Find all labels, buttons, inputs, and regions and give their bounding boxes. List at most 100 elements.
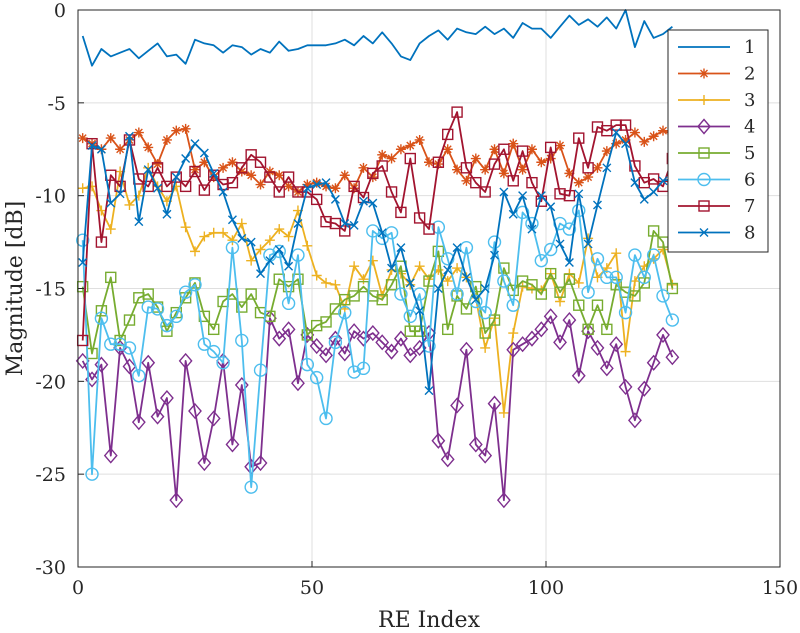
series-8-point: [452, 243, 462, 253]
legend-label-4: 4: [744, 117, 755, 138]
series-4-point: [253, 454, 268, 472]
series-4-point: [403, 347, 418, 364]
series-2-point: [555, 140, 566, 151]
series-6-point: [150, 302, 165, 316]
legend-item-5: 5: [678, 143, 755, 164]
series-8-point: [199, 148, 209, 158]
series-7-point: [423, 223, 435, 235]
series-4-point: [646, 354, 661, 371]
series-5-point: [601, 323, 613, 336]
series-6-point: [628, 248, 642, 262]
series-6-point: [478, 305, 492, 320]
series-2-point: [161, 134, 172, 145]
series-7-point: [385, 186, 398, 198]
series-4-point: [178, 352, 193, 369]
series-2-point: [218, 162, 229, 173]
series-2-point: [508, 138, 519, 149]
series-2-point: [143, 142, 154, 153]
series-5-point: [442, 323, 454, 336]
series-6-point: [543, 242, 558, 257]
series-7-point: [198, 184, 211, 196]
series-6-point: [235, 333, 249, 348]
series-7-point: [582, 162, 594, 174]
series-6-point: [338, 305, 352, 320]
series-4-point: [169, 492, 184, 509]
series-2-point: [367, 172, 378, 183]
series-2-point: [246, 170, 257, 181]
series-8-point: [546, 202, 556, 212]
series-6-point: [646, 248, 661, 262]
series-3-point: [180, 222, 191, 233]
series-8-point: [433, 284, 443, 293]
series-2-point: [152, 159, 163, 170]
series-4-point: [627, 412, 642, 429]
series-8-point: [246, 237, 256, 247]
series-6-point: [281, 296, 296, 311]
series-7-point: [367, 167, 379, 180]
series-7-point: [189, 165, 201, 178]
series-6-point: [469, 294, 483, 309]
series-5-point: [479, 327, 491, 339]
series-2-point: [405, 140, 416, 151]
series-8-point: [96, 144, 106, 154]
series-3-point: [555, 296, 566, 307]
series-3-point: [264, 235, 275, 246]
series-8-point: [78, 258, 88, 268]
series-4-line: [81, 315, 674, 502]
series-8-point: [181, 154, 191, 164]
series-8-point: [518, 191, 528, 201]
series-3-point: [498, 407, 509, 418]
series-3-point: [349, 261, 360, 272]
series-7-point: [544, 141, 557, 154]
series-8-point: [330, 194, 340, 204]
series-5-point: [301, 329, 314, 341]
series-4-point: [656, 326, 670, 343]
series-6-point: [75, 233, 90, 247]
legend: 1 2 3 4 5 6 7 8: [667, 29, 769, 253]
series-2-point: [517, 164, 528, 175]
series-4-point: [337, 345, 352, 362]
series-4-point: [319, 347, 333, 364]
series-2-point: [592, 162, 603, 173]
series-5-point: [563, 273, 576, 285]
series-3-point: [321, 277, 332, 288]
series-4-point: [356, 330, 371, 347]
series-8: [78, 128, 677, 396]
series-6-point: [141, 300, 155, 314]
series-6-point: [431, 220, 446, 234]
series-6-point: [253, 363, 268, 377]
legend-item-3: 3: [678, 90, 755, 111]
series-8-point: [592, 200, 602, 210]
series-6-point: [300, 357, 315, 372]
series-2-point: [395, 144, 406, 155]
series-4-point: [665, 349, 680, 366]
series-7-point: [329, 217, 342, 230]
series-8-point: [340, 219, 350, 229]
series-6-point: [618, 305, 633, 320]
series-8-point: [536, 191, 546, 201]
series-3-point: [611, 248, 622, 259]
series-8-point: [490, 250, 500, 260]
y-tick-label: -15: [35, 279, 66, 301]
series-7-point: [619, 119, 632, 131]
legend-item-6: 6: [678, 170, 755, 191]
series-8-point: [190, 139, 200, 149]
legend-item-8: 8: [678, 223, 755, 244]
series-8-point: [471, 295, 481, 305]
series-7-point: [460, 162, 473, 174]
series-8-point: [583, 239, 593, 249]
series-2-point: [236, 166, 247, 177]
series-5-point: [460, 303, 473, 315]
y-tick-label: 0: [54, 0, 66, 22]
series-5-point: [142, 288, 154, 300]
legend-marker-8: [699, 228, 709, 237]
series-2-point: [77, 133, 88, 144]
series-4-point: [525, 330, 539, 347]
series-8-point: [358, 196, 368, 206]
series-2-point: [283, 181, 294, 192]
series-2-point: [629, 127, 640, 138]
series-8-point: [405, 278, 415, 288]
series-6-point: [160, 318, 174, 333]
series-8-point: [639, 194, 649, 204]
series-5-point: [385, 279, 398, 291]
